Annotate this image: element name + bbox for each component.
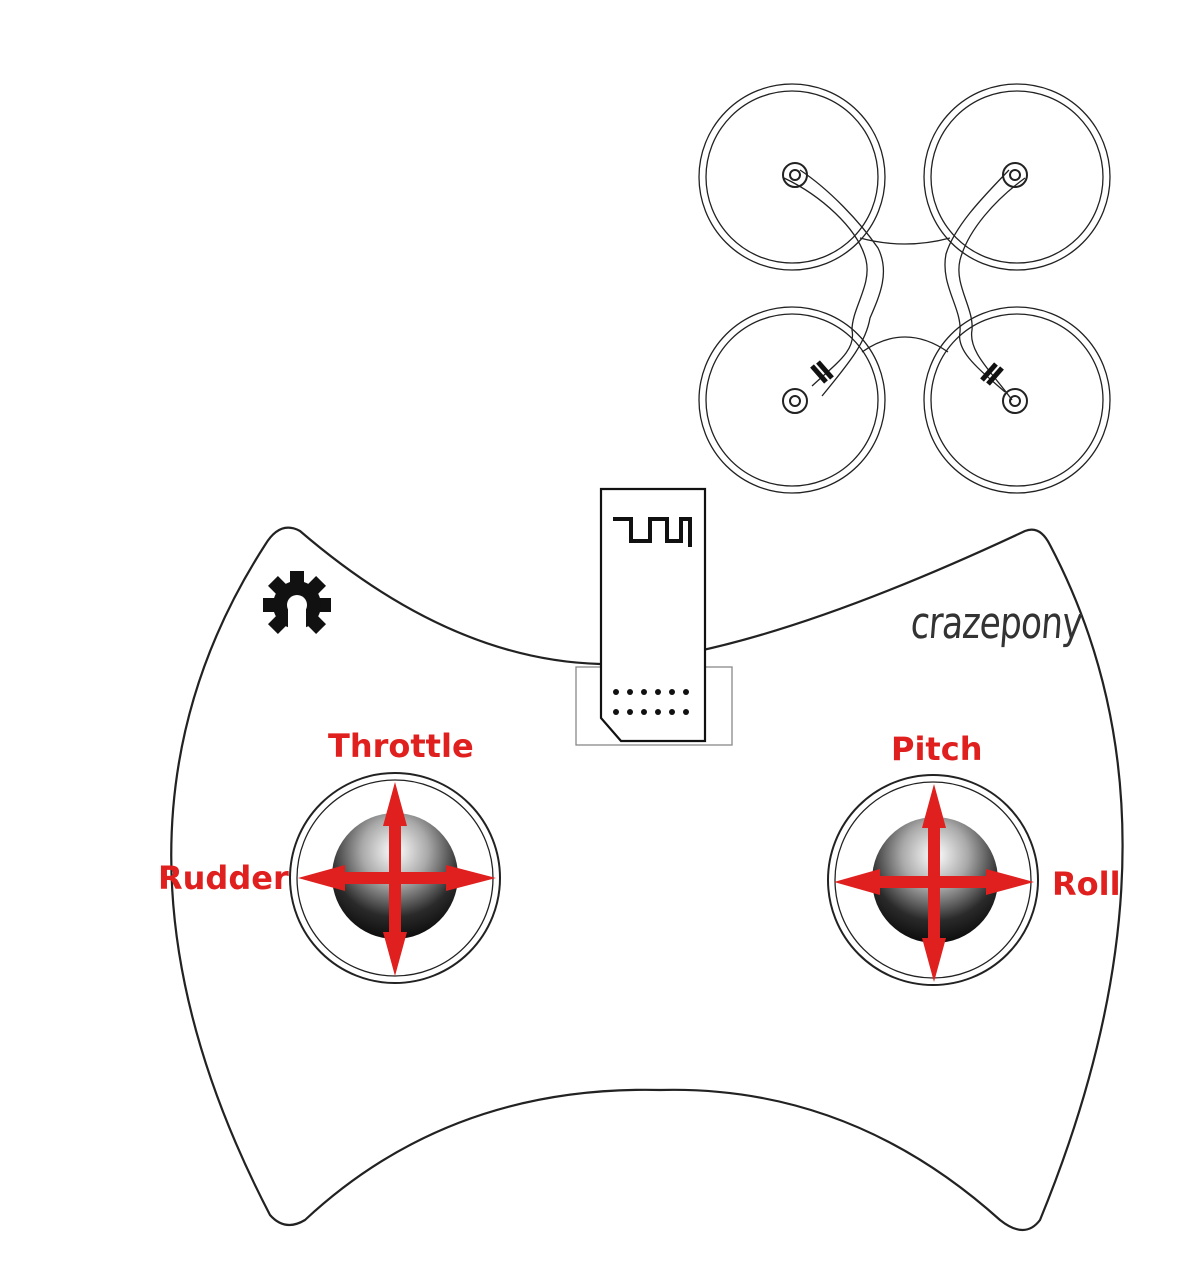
motor-mounts bbox=[782, 162, 1028, 414]
rudder-label: Rudder bbox=[158, 859, 289, 897]
gear-logo-icon bbox=[263, 571, 331, 639]
left-joystick[interactable] bbox=[289, 772, 501, 984]
controller-body bbox=[170, 526, 1124, 1232]
right-joystick[interactable] bbox=[827, 774, 1039, 986]
drone-frame bbox=[783, 169, 1026, 401]
pin-header bbox=[613, 689, 689, 715]
arm-clips bbox=[810, 360, 1004, 386]
roll-label: Roll bbox=[1052, 865, 1121, 903]
pitch-label: Pitch bbox=[891, 730, 983, 768]
throttle-label: Throttle bbox=[328, 727, 474, 765]
propeller-guards bbox=[698, 83, 1111, 494]
brand-logo-text: crazepony bbox=[908, 598, 1084, 649]
four-way-arrow-icon bbox=[834, 784, 1034, 982]
quadcopter-icon bbox=[698, 83, 1111, 494]
four-way-arrow-icon bbox=[298, 782, 496, 976]
radio-module-icon bbox=[575, 487, 733, 746]
